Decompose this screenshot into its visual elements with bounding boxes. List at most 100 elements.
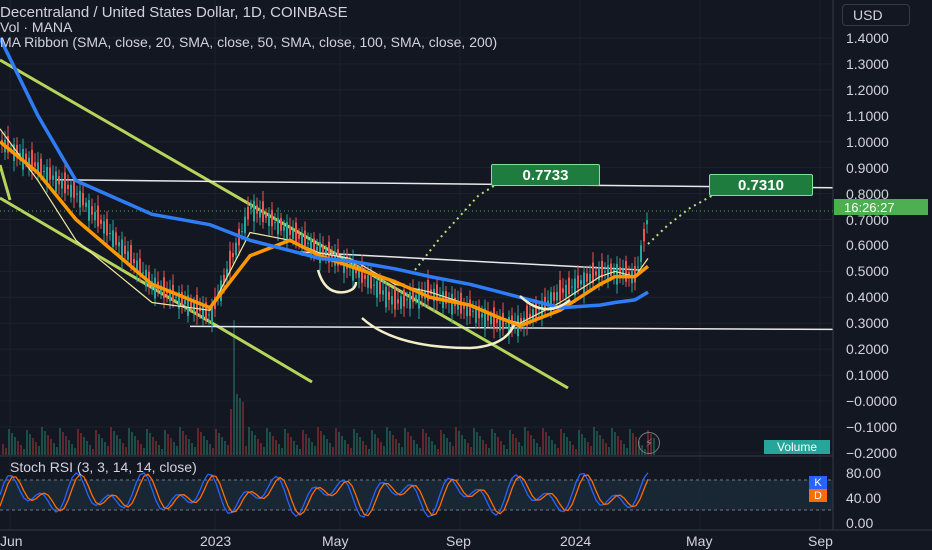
candle-body bbox=[226, 268, 228, 278]
cup-curve bbox=[361, 317, 516, 350]
volume-bar bbox=[194, 447, 196, 455]
volume-bar bbox=[44, 431, 46, 455]
candle-body bbox=[130, 245, 132, 266]
volume-bar bbox=[254, 435, 256, 455]
candle-body bbox=[559, 279, 561, 301]
volume-bar bbox=[164, 430, 166, 455]
volume-bar bbox=[341, 436, 343, 455]
volume-bar bbox=[455, 427, 457, 455]
volume-bar bbox=[218, 433, 220, 455]
volume-bar bbox=[245, 446, 247, 455]
volume-bar bbox=[2, 444, 4, 455]
stoch-rsi-label[interactable]: Stoch RSI (3, 3, 14, 14, close) bbox=[10, 459, 197, 475]
ma-ribbon-label[interactable]: MA Ribbon (SMA, close, 20, SMA, close, 5… bbox=[0, 34, 498, 50]
volume-bar bbox=[224, 441, 226, 455]
volume-bar bbox=[464, 439, 466, 455]
volume-bars bbox=[2, 320, 655, 455]
currency-button[interactable]: USD bbox=[842, 4, 910, 26]
volume-bar bbox=[110, 427, 112, 455]
candle-body bbox=[148, 271, 150, 285]
candle-body bbox=[550, 292, 552, 313]
candle-body bbox=[34, 162, 36, 167]
volume-bar bbox=[536, 443, 538, 455]
candle-body bbox=[493, 307, 495, 328]
volume-bar bbox=[374, 434, 376, 455]
candle-body bbox=[406, 299, 408, 301]
volume-bar bbox=[59, 428, 61, 455]
volume-bar bbox=[299, 449, 301, 455]
price-tick-label: 1.4000 bbox=[846, 30, 889, 46]
candle-body bbox=[28, 157, 30, 167]
volume-bar bbox=[311, 442, 313, 455]
candle-body bbox=[388, 291, 390, 300]
candle-body bbox=[589, 273, 591, 283]
candle-body bbox=[508, 317, 510, 334]
time-tick-label: May bbox=[322, 533, 349, 549]
volume-bar bbox=[617, 436, 619, 455]
candle-body bbox=[571, 286, 573, 288]
candle-body bbox=[100, 219, 102, 224]
sma50-line bbox=[0, 140, 650, 328]
price-tick-label: −0.0000 bbox=[846, 393, 897, 410]
volume-bar bbox=[116, 435, 118, 455]
price-tick-label: 0.5000 bbox=[846, 263, 889, 280]
volume-bar bbox=[485, 444, 487, 455]
volume-bar bbox=[290, 437, 292, 455]
candle-body bbox=[553, 292, 555, 301]
candle-body bbox=[205, 302, 207, 319]
volume-bar bbox=[284, 429, 286, 455]
volume-bar bbox=[236, 394, 238, 455]
volume-bar bbox=[209, 444, 211, 455]
candle-body bbox=[598, 267, 600, 281]
volume-bar bbox=[323, 435, 325, 455]
volume-bar bbox=[473, 428, 475, 455]
candle-body bbox=[601, 260, 603, 278]
lightning-icon[interactable]: ⚡ bbox=[638, 432, 660, 454]
volume-bar bbox=[71, 444, 73, 455]
handle-curve-left bbox=[316, 269, 358, 294]
volume-indicator-label[interactable]: Vol · MANA bbox=[0, 19, 73, 35]
price-tick-label: 0.6000 bbox=[846, 237, 889, 254]
volume-bar bbox=[314, 446, 316, 455]
volume-bar bbox=[497, 437, 499, 455]
volume-bar bbox=[491, 429, 493, 455]
volume-bar bbox=[230, 409, 232, 455]
volume-bar bbox=[608, 447, 610, 455]
candle-body bbox=[304, 230, 306, 248]
time-tick-label: 2024 bbox=[560, 533, 592, 549]
candle-body bbox=[475, 306, 477, 323]
candle-body bbox=[271, 209, 273, 227]
volume-bar bbox=[143, 448, 145, 455]
candle-body bbox=[616, 263, 618, 285]
volume-bar bbox=[65, 436, 67, 455]
time-tick-label: Sep bbox=[446, 533, 471, 549]
target-label-2[interactable]: 0.7310 bbox=[709, 174, 813, 196]
candle-body bbox=[52, 175, 54, 180]
target-label-1[interactable]: 0.7733 bbox=[491, 164, 600, 186]
volume-bar bbox=[443, 434, 445, 455]
volume-bar bbox=[620, 440, 622, 455]
volume-bar bbox=[542, 428, 544, 455]
projection-1 bbox=[414, 181, 501, 271]
candle-body bbox=[322, 246, 324, 255]
candle-body bbox=[253, 200, 255, 222]
volume-bar bbox=[98, 434, 100, 455]
candle-body bbox=[634, 265, 636, 283]
sma20-line bbox=[0, 128, 649, 324]
volume-bar bbox=[176, 446, 178, 455]
volume-bar bbox=[227, 445, 229, 455]
volume-bar bbox=[632, 433, 634, 455]
candle-body bbox=[109, 232, 111, 234]
volume-bar bbox=[155, 441, 157, 455]
volume-bar bbox=[560, 429, 562, 455]
candle-body bbox=[562, 288, 564, 293]
candle-body bbox=[337, 249, 339, 266]
volume-bar bbox=[338, 432, 340, 455]
volume-bar bbox=[371, 430, 373, 455]
candle-body bbox=[469, 299, 471, 317]
candle-body bbox=[403, 289, 405, 307]
candle-body bbox=[244, 216, 246, 234]
volume-bar bbox=[221, 437, 223, 455]
candle-body bbox=[547, 300, 549, 305]
